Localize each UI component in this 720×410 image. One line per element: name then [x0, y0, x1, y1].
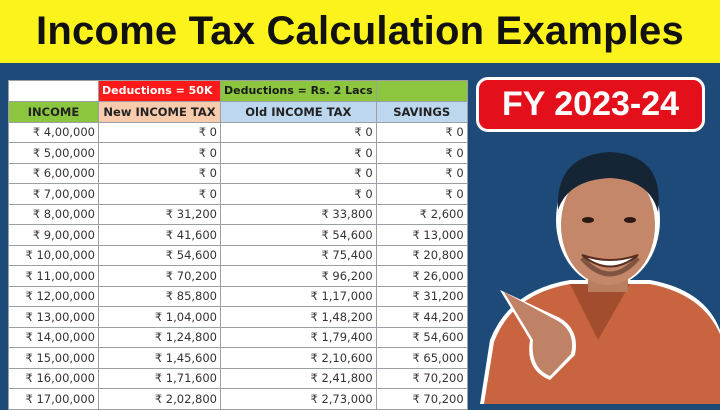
- beard: [580, 256, 640, 277]
- page-title: Income Tax Calculation Examples: [36, 9, 684, 53]
- cell-old-tax: ₹ 1,48,200: [220, 306, 377, 328]
- table-row: ₹ 11,00,000 ₹ 70,200 ₹ 96,200 ₹ 26,000: [8, 265, 468, 287]
- cell-new-tax: ₹ 54,600: [98, 244, 221, 266]
- cell-savings: ₹ 70,200: [375, 367, 468, 389]
- cell-old-tax: ₹ 0: [220, 142, 377, 164]
- cell-income: ₹ 6,00,000: [8, 162, 99, 184]
- cell-savings: ₹ 13,000: [375, 224, 468, 246]
- cell-new-tax: ₹ 0: [98, 162, 221, 184]
- cell-new-tax: ₹ 31,200: [98, 203, 221, 225]
- cell-savings: ₹ 31,200: [375, 285, 468, 307]
- table-row: ₹ 10,00,000 ₹ 54,600 ₹ 75,400 ₹ 20,800: [8, 244, 468, 266]
- cell-new-tax: ₹ 0: [98, 142, 221, 164]
- group-header-blank: [8, 80, 99, 102]
- cell-new-tax: ₹ 1,04,000: [98, 306, 221, 328]
- table-row: ₹ 13,00,000 ₹ 1,04,000 ₹ 1,48,200 ₹ 44,200: [8, 306, 468, 328]
- cell-income: ₹ 15,00,000: [8, 347, 99, 369]
- cell-savings: ₹ 44,200: [375, 306, 468, 328]
- cell-income: ₹ 8,00,000: [8, 203, 99, 225]
- cell-old-tax: ₹ 75,400: [220, 244, 377, 266]
- presenter-photo: [480, 152, 720, 404]
- cell-income: ₹ 12,00,000: [8, 285, 99, 307]
- cell-income: ₹ 5,00,000: [8, 142, 99, 164]
- cell-income: ₹ 4,00,000: [8, 121, 99, 143]
- cell-old-tax: ₹ 2,73,000: [220, 388, 377, 410]
- pointing-hand: [504, 292, 573, 376]
- table-row: ₹ 4,00,000 ₹ 0 ₹ 0 ₹ 0: [8, 121, 468, 143]
- cell-savings: ₹ 0: [375, 183, 468, 205]
- cell-savings: ₹ 0: [375, 142, 468, 164]
- cell-old-tax: ₹ 54,600: [220, 224, 377, 246]
- cell-income: ₹ 16,00,000: [8, 367, 99, 389]
- cell-income: ₹ 9,00,000: [8, 224, 99, 246]
- cell-old-tax: ₹ 2,41,800: [220, 367, 377, 389]
- cell-new-tax: ₹ 70,200: [98, 265, 221, 287]
- cell-new-tax: ₹ 0: [98, 121, 221, 143]
- table-row: ₹ 6,00,000 ₹ 0 ₹ 0 ₹ 0: [8, 162, 468, 184]
- hair: [557, 152, 659, 212]
- cell-new-tax: ₹ 85,800: [98, 285, 221, 307]
- right-eye: [624, 217, 636, 223]
- cell-savings: ₹ 65,000: [375, 347, 468, 369]
- cell-old-tax: ₹ 1,79,400: [220, 326, 377, 348]
- cell-new-tax: ₹ 2,02,800: [98, 388, 221, 410]
- cell-old-tax: ₹ 2,10,600: [220, 347, 377, 369]
- cell-income: ₹ 17,00,000: [8, 388, 99, 410]
- collar: [570, 284, 630, 340]
- group-header-row: Deductions = 50K Deductions = Rs. 2 Lacs: [8, 80, 468, 102]
- column-header-new-tax: New INCOME TAX: [98, 100, 221, 123]
- cell-income: ₹ 10,00,000: [8, 244, 99, 266]
- cell-savings: ₹ 70,200: [375, 388, 468, 410]
- group-header-new: Deductions = 50K: [98, 80, 221, 102]
- left-eye: [582, 217, 594, 223]
- cell-old-tax: ₹ 0: [220, 121, 377, 143]
- fy-badge-text: FY 2023-24: [501, 85, 680, 123]
- title-band: Income Tax Calculation Examples: [0, 0, 720, 63]
- tax-table: Deductions = 50K Deductions = Rs. 2 Lacs…: [8, 80, 468, 410]
- cell-savings: ₹ 2,600: [375, 203, 468, 225]
- column-header-savings: SAVINGS: [375, 100, 468, 123]
- cell-savings: ₹ 20,800: [375, 244, 468, 266]
- cell-old-tax: ₹ 1,17,000: [220, 285, 377, 307]
- table-row: ₹ 9,00,000 ₹ 41,600 ₹ 54,600 ₹ 13,000: [8, 224, 468, 246]
- cell-income: ₹ 13,00,000: [8, 306, 99, 328]
- cell-savings: ₹ 0: [375, 162, 468, 184]
- column-header-income: INCOME: [8, 100, 99, 123]
- group-header-blank-2: [375, 80, 468, 102]
- fy-badge: FY 2023-24: [476, 77, 705, 132]
- cell-new-tax: ₹ 1,45,600: [98, 347, 221, 369]
- cell-savings: ₹ 0: [375, 121, 468, 143]
- table-row: ₹ 8,00,000 ₹ 31,200 ₹ 33,800 ₹ 2,600: [8, 203, 468, 225]
- cell-new-tax: ₹ 0: [98, 183, 221, 205]
- cell-new-tax: ₹ 1,24,800: [98, 326, 221, 348]
- cell-old-tax: ₹ 96,200: [220, 265, 377, 287]
- cell-new-tax: ₹ 1,71,600: [98, 367, 221, 389]
- column-header-old-tax: Old INCOME TAX: [220, 100, 377, 123]
- table-row: ₹ 7,00,000 ₹ 0 ₹ 0 ₹ 0: [8, 183, 468, 205]
- cell-savings: ₹ 54,600: [375, 326, 468, 348]
- column-header-row: INCOME New INCOME TAX Old INCOME TAX SAV…: [8, 100, 468, 123]
- cell-income: ₹ 7,00,000: [8, 183, 99, 205]
- table-row: ₹ 14,00,000 ₹ 1,24,800 ₹ 1,79,400 ₹ 54,600: [8, 326, 468, 348]
- group-header-old: Deductions = Rs. 2 Lacs: [220, 80, 377, 102]
- cell-new-tax: ₹ 41,600: [98, 224, 221, 246]
- table-row: ₹ 12,00,000 ₹ 85,800 ₹ 1,17,000 ₹ 31,200: [8, 285, 468, 307]
- cell-savings: ₹ 26,000: [375, 265, 468, 287]
- table-row: ₹ 15,00,000 ₹ 1,45,600 ₹ 2,10,600 ₹ 65,000: [8, 347, 468, 369]
- table-row: ₹ 17,00,000 ₹ 2,02,800 ₹ 2,73,000 ₹ 70,200: [8, 388, 468, 410]
- cell-old-tax: ₹ 0: [220, 183, 377, 205]
- table-row: ₹ 5,00,000 ₹ 0 ₹ 0 ₹ 0: [8, 142, 468, 164]
- table-row: ₹ 16,00,000 ₹ 1,71,600 ₹ 2,41,800 ₹ 70,200: [8, 367, 468, 389]
- cell-old-tax: ₹ 0: [220, 162, 377, 184]
- cell-old-tax: ₹ 33,800: [220, 203, 377, 225]
- smile: [581, 254, 639, 268]
- cell-income: ₹ 14,00,000: [8, 326, 99, 348]
- cell-income: ₹ 11,00,000: [8, 265, 99, 287]
